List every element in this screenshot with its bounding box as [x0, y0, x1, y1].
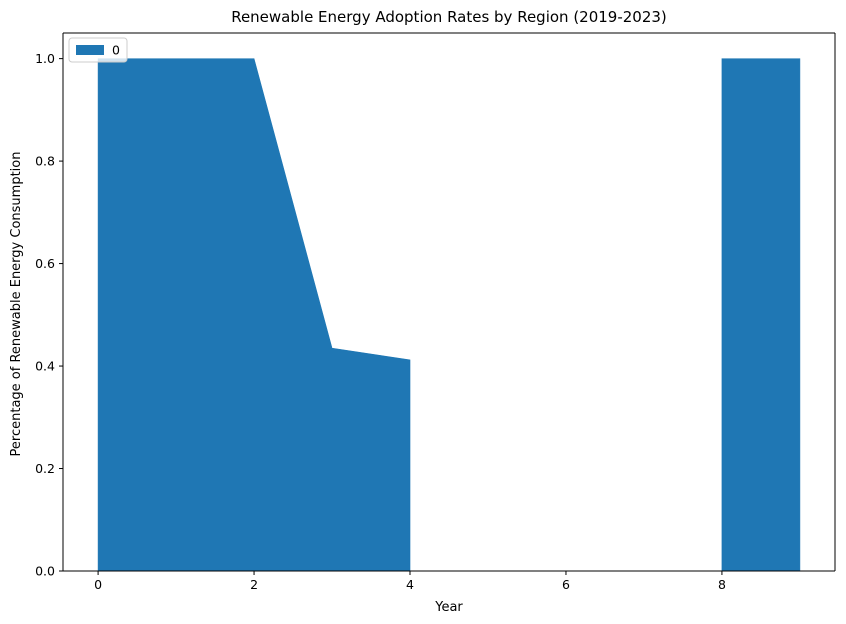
legend-label: 0: [112, 43, 120, 58]
y-tick-label: 0.6: [35, 256, 55, 271]
y-tick-label: 0.2: [35, 461, 55, 476]
x-axis: 0 2 4 6 8: [94, 571, 726, 592]
x-tick-label: 4: [406, 577, 414, 592]
y-axis: 0.0 0.2 0.4 0.6 0.8 1.0: [35, 51, 63, 579]
chart-title: Renewable Energy Adoption Rates by Regio…: [231, 8, 667, 26]
y-tick-label: 1.0: [35, 51, 55, 66]
y-tick-label: 0.0: [35, 564, 55, 579]
area-series-0-segment-1: [721, 58, 801, 572]
plot-area: [62, 32, 836, 572]
y-axis-label: Percentage of Renewable Energy Consumpti…: [9, 152, 24, 457]
x-tick-label: 6: [562, 577, 570, 592]
legend-swatch: [76, 45, 104, 55]
x-tick-label: 8: [718, 577, 726, 592]
y-tick-label: 0.8: [35, 154, 55, 169]
y-tick-label: 0.4: [35, 359, 55, 374]
x-tick-label: 2: [250, 577, 258, 592]
legend: 0: [68, 37, 128, 63]
x-axis-label: Year: [434, 600, 463, 615]
x-tick-label: 0: [94, 577, 102, 592]
